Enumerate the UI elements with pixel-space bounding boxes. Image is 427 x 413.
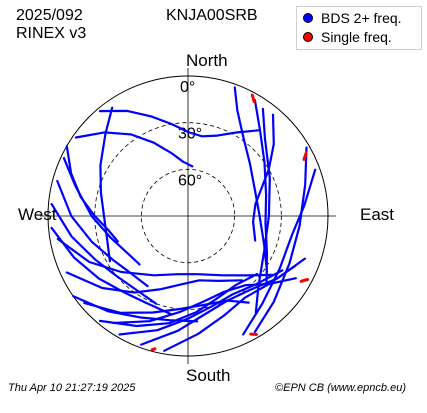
bds-track (252, 113, 275, 242)
single-freq-track (299, 278, 309, 283)
bds-track (253, 98, 268, 284)
elevation-tick-label: 60° (178, 172, 202, 189)
elevation-ring (47, 75, 329, 357)
south-label: South (186, 366, 231, 385)
bds-track (65, 271, 244, 294)
date-label: 2025/092 (16, 7, 83, 24)
legend-item-bds: BDS 2+ freq. (303, 9, 402, 27)
elevation-ring (140, 168, 236, 264)
single-freq-track (302, 151, 308, 161)
bds-track (111, 277, 297, 325)
single-freq-track (150, 347, 157, 352)
bds-track (83, 299, 250, 314)
timestamp: Thu Apr 10 21:27:19 2025 (8, 382, 136, 394)
bds-track (233, 86, 269, 273)
bds-track (98, 272, 259, 328)
credit: ©EPN CB (www.epncb.eu) (275, 382, 406, 394)
legend-label: BDS 2+ freq. (321, 10, 402, 26)
legend-marker-red (303, 32, 313, 42)
west-label: West (18, 205, 57, 224)
station-title: KNJA00SRB (166, 7, 258, 24)
bds-track (62, 157, 141, 266)
bds-track (56, 179, 149, 288)
elevation-tick-label: 0° (180, 79, 195, 96)
bds-track (98, 109, 262, 138)
bds-track (242, 168, 317, 336)
bds-track (253, 146, 308, 333)
single-freq-track (250, 93, 256, 103)
legend-item-single: Single freq. (303, 28, 392, 46)
bds-track (65, 144, 119, 243)
legend: BDS 2+ freq. Single freq. (296, 6, 422, 50)
bds-track (50, 226, 172, 316)
format-label: RINEX v3 (16, 25, 87, 42)
bds-track (74, 131, 194, 168)
east-label: East (360, 205, 395, 224)
legend-marker-blue (303, 13, 313, 23)
legend-label: Single freq. (321, 29, 392, 45)
north-label: North (186, 51, 228, 70)
bds-track (99, 106, 114, 263)
bds-track (163, 264, 297, 352)
bds-track (56, 237, 274, 277)
elevation-ring (94, 122, 282, 310)
